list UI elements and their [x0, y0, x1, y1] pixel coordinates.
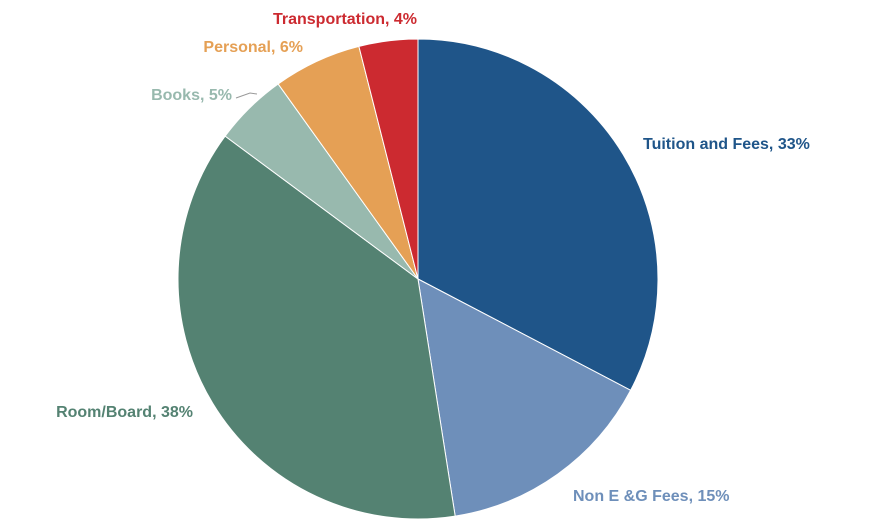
- slice-label: Room/Board, 38%: [56, 404, 193, 421]
- slice-label: Transportation, 4%: [273, 11, 417, 28]
- pie-slice: [358, 38, 419, 280]
- slice-label: Personal, 6%: [203, 39, 303, 56]
- pie-slice: [417, 38, 659, 391]
- slice-label: Tuition and Fees, 33%: [643, 136, 810, 153]
- slice-label: Non E &G Fees, 15%: [573, 488, 730, 505]
- pie-slice: [417, 278, 632, 517]
- pie-slice: [177, 135, 456, 520]
- slice-label: Books, 5%: [151, 87, 232, 104]
- leader-line: [235, 92, 258, 99]
